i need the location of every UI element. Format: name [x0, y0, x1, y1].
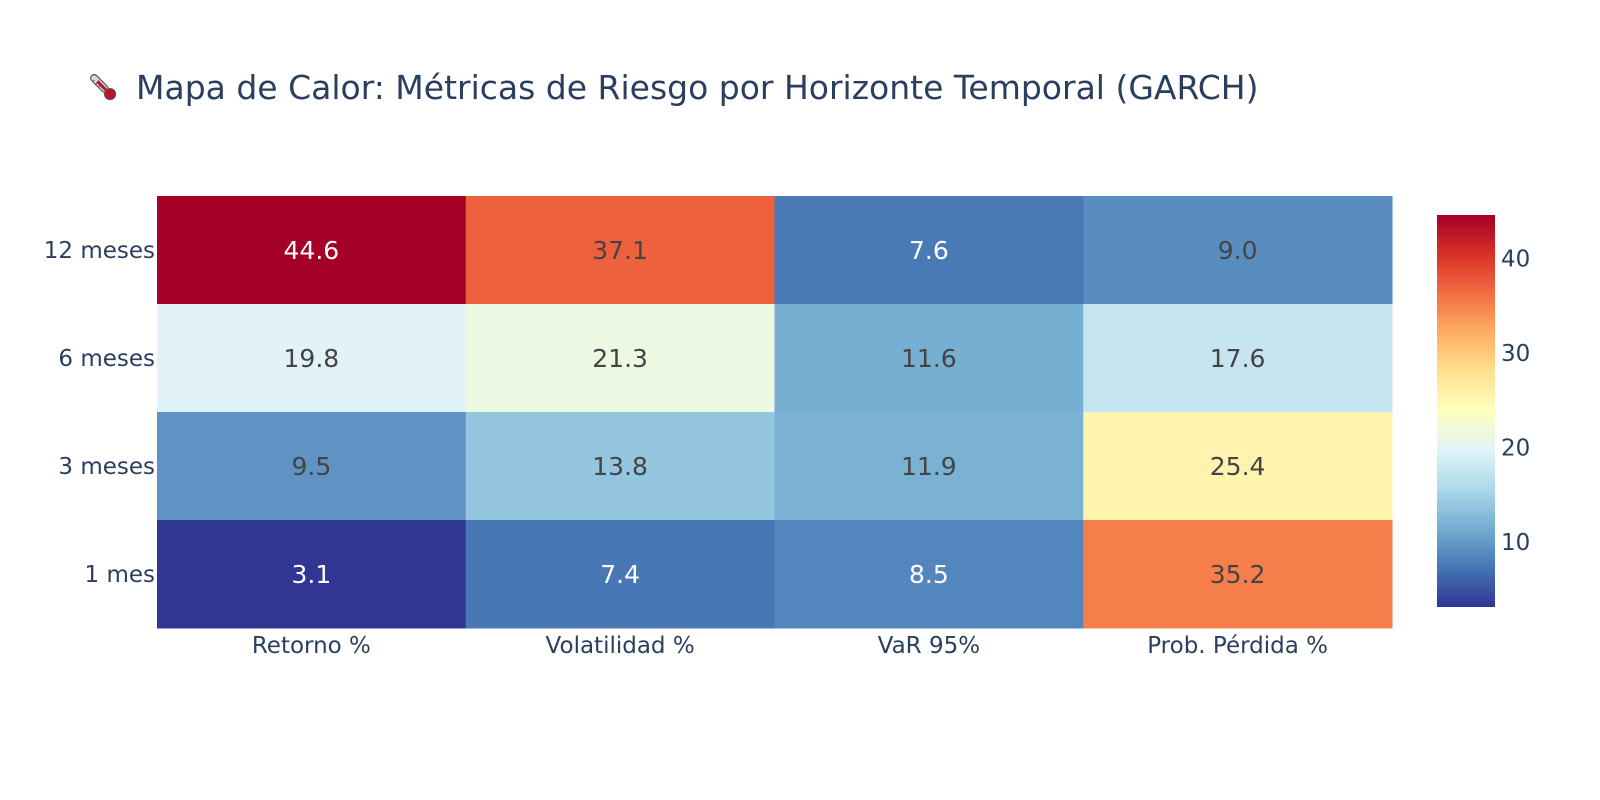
heatmap-cell [774, 412, 1084, 521]
heatmap-cell [1083, 412, 1393, 521]
cell-value-label: 7.6 [909, 236, 949, 265]
cell-value-label: 8.5 [909, 560, 949, 589]
heatmap-cell [465, 520, 775, 629]
y-tick-label: 1 mes [85, 562, 155, 588]
heatmap-cell [465, 412, 775, 521]
x-tick-label: Retorno % [252, 633, 371, 659]
heatmap-cell [465, 196, 775, 305]
y-tick-label: 12 meses [44, 238, 155, 264]
cell-value-label: 3.1 [291, 560, 331, 589]
cell-value-label: 35.2 [1210, 560, 1266, 589]
cell-value-label: 21.3 [592, 344, 648, 373]
y-tick-label: 6 meses [58, 346, 155, 372]
chart-title: Mapa de Calor: Métricas de Riesgo por Ho… [136, 67, 1259, 107]
heatmap-cell [774, 304, 1084, 413]
x-tick-label: Prob. Pérdida % [1147, 633, 1328, 659]
heatmap-cell [465, 304, 775, 413]
heatmap-cell [157, 196, 467, 305]
heatmap-cell [157, 412, 467, 521]
cell-value-label: 44.6 [284, 236, 340, 265]
cell-value-label: 7.4 [600, 560, 640, 589]
cell-value-label: 9.5 [291, 452, 331, 481]
heatmap-cell [1083, 304, 1393, 413]
colorbar-tick-label: 20 [1501, 435, 1530, 461]
x-tick-label: Volatilidad % [546, 633, 695, 659]
colorbar-tick-label: 40 [1501, 246, 1530, 272]
heatmap-cell [774, 520, 1084, 629]
cell-value-label: 13.8 [592, 452, 648, 481]
cell-value-label: 9.0 [1218, 236, 1258, 265]
y-tick-label: 3 meses [58, 454, 155, 480]
heatmap-cell [1083, 196, 1393, 305]
cell-value-label: 19.8 [284, 344, 340, 373]
thermometer-icon [90, 74, 117, 101]
colorbar-tick-label: 30 [1501, 341, 1530, 367]
cell-value-label: 17.6 [1210, 344, 1266, 373]
colorbar [1437, 215, 1495, 607]
cell-value-label: 11.9 [901, 452, 957, 481]
heatmap-cell [774, 196, 1084, 305]
heatmap-cell [1083, 520, 1393, 629]
heatmap-cell [157, 520, 467, 629]
cell-value-label: 37.1 [592, 236, 648, 265]
colorbar-tick-label: 10 [1501, 530, 1530, 556]
cell-value-label: 11.6 [901, 344, 957, 373]
cell-value-label: 25.4 [1210, 452, 1266, 481]
chart-title-wrap: Mapa de Calor: Métricas de Riesgo por Ho… [86, 62, 1258, 112]
heatmap-cell [157, 304, 467, 413]
x-tick-label: VaR 95% [878, 633, 980, 659]
